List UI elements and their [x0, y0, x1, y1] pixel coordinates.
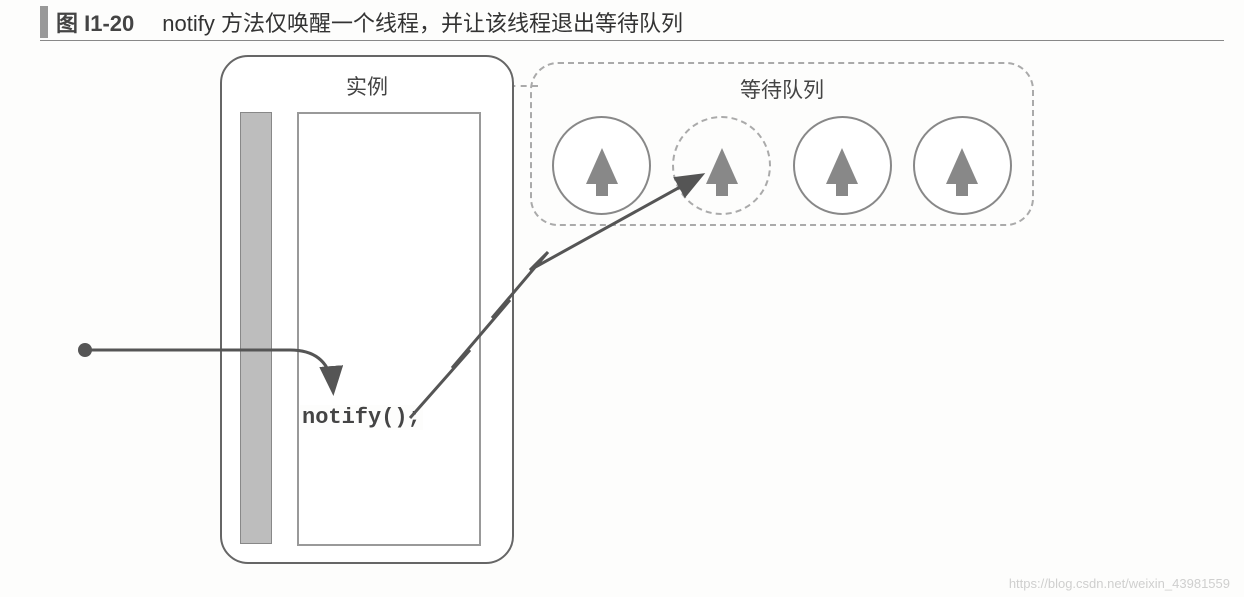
- thread-arrow-icon: [826, 148, 858, 184]
- notify-call: notify();: [300, 405, 423, 430]
- thread-arrow-icon: [586, 148, 618, 184]
- thread-list: [552, 116, 1012, 215]
- wait-queue-box: 等待队列: [530, 62, 1034, 226]
- thread: [913, 116, 1012, 215]
- lock-bar: [240, 112, 272, 544]
- figure-number: 图 I1-20: [40, 6, 134, 38]
- synchronized-block: [297, 112, 481, 546]
- watermark: https://blog.csdn.net/weixin_43981559: [1009, 576, 1230, 591]
- thread-selected: [672, 116, 771, 215]
- thread-arrow-icon: [946, 148, 978, 184]
- figure-caption: notify 方法仅唤醒一个线程，并让该线程退出等待队列: [162, 6, 683, 38]
- thread-arrow-icon: [706, 148, 738, 184]
- diagram-page: 图 I1-20 notify 方法仅唤醒一个线程，并让该线程退出等待队列 实例 …: [0, 0, 1244, 597]
- instance-label: 实例: [222, 71, 512, 101]
- wait-queue-label: 等待队列: [532, 74, 1032, 104]
- thread: [552, 116, 651, 215]
- instance-box: 实例: [220, 55, 514, 564]
- figure-title-bar: 图 I1-20 notify 方法仅唤醒一个线程，并让该线程退出等待队列: [40, 6, 1224, 41]
- thread: [793, 116, 892, 215]
